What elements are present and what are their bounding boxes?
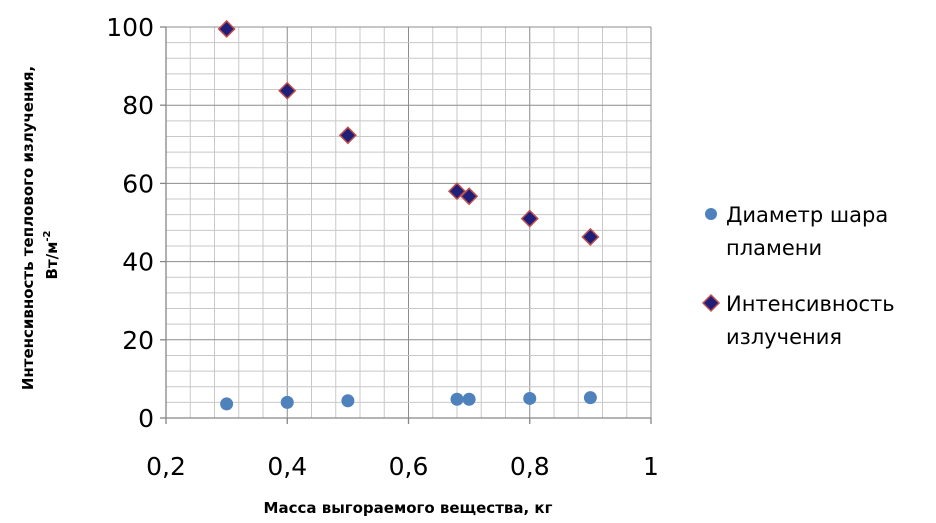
y-axis-title: Интенсивность теплового излучения, Вт/м-… <box>19 66 61 390</box>
y-axis-unit-exponent: -2 <box>42 230 53 241</box>
legend-label-intensity-line2: излучения <box>726 325 842 349</box>
legend-label-intensity-line1: Интенсивность <box>726 292 895 316</box>
x-tick-label: 0,8 <box>510 452 550 481</box>
chart-grid <box>166 26 652 418</box>
point-intensity <box>447 182 467 201</box>
chart-axes <box>160 26 652 424</box>
point-intensity <box>520 209 539 228</box>
x-tick-label: 1 <box>643 452 659 481</box>
x-tick-label: 0,6 <box>389 452 429 481</box>
point-diameter <box>583 391 597 405</box>
x-tick-label: 0,2 <box>146 452 186 481</box>
x-axis-title: Масса выгораемого вещества, кг <box>264 499 553 517</box>
legend-label-diameter-line1: Диаметр шара <box>726 203 888 227</box>
point-intensity <box>217 19 236 39</box>
point-intensity <box>338 126 357 145</box>
legend-marker-intensity <box>701 293 721 313</box>
tick-labels: 0 20 40 60 80 100 0,2 0,4 0,6 0,8 1 <box>106 13 659 481</box>
x-tick-label: 0,4 <box>267 452 307 481</box>
y-tick-label: 100 <box>106 13 154 42</box>
y-tick-label: 20 <box>122 326 154 355</box>
legend-label-diameter-line2: пламени <box>726 236 822 260</box>
point-diameter <box>462 392 476 406</box>
y-tick-label: 60 <box>122 169 154 198</box>
y-axis-title-line1: Интенсивность теплового излучения, <box>19 66 37 390</box>
data-points <box>217 19 600 411</box>
point-intensity <box>278 81 297 100</box>
legend-marker-diameter <box>705 208 717 220</box>
point-diameter <box>341 394 355 408</box>
point-diameter <box>450 392 464 406</box>
legend: Диаметр шара пламени Интенсивность излуч… <box>701 203 895 349</box>
y-tick-label: 40 <box>122 248 154 277</box>
point-diameter <box>523 391 537 405</box>
point-intensity <box>581 227 600 247</box>
point-diameter <box>280 395 294 409</box>
y-tick-label: 80 <box>122 91 154 120</box>
point-intensity <box>460 187 479 206</box>
y-tick-label: 0 <box>138 404 154 433</box>
y-axis-title-line2: Вт/м-2 <box>42 230 61 279</box>
point-diameter <box>220 397 234 411</box>
y-axis-unit: Вт/м <box>43 242 61 280</box>
